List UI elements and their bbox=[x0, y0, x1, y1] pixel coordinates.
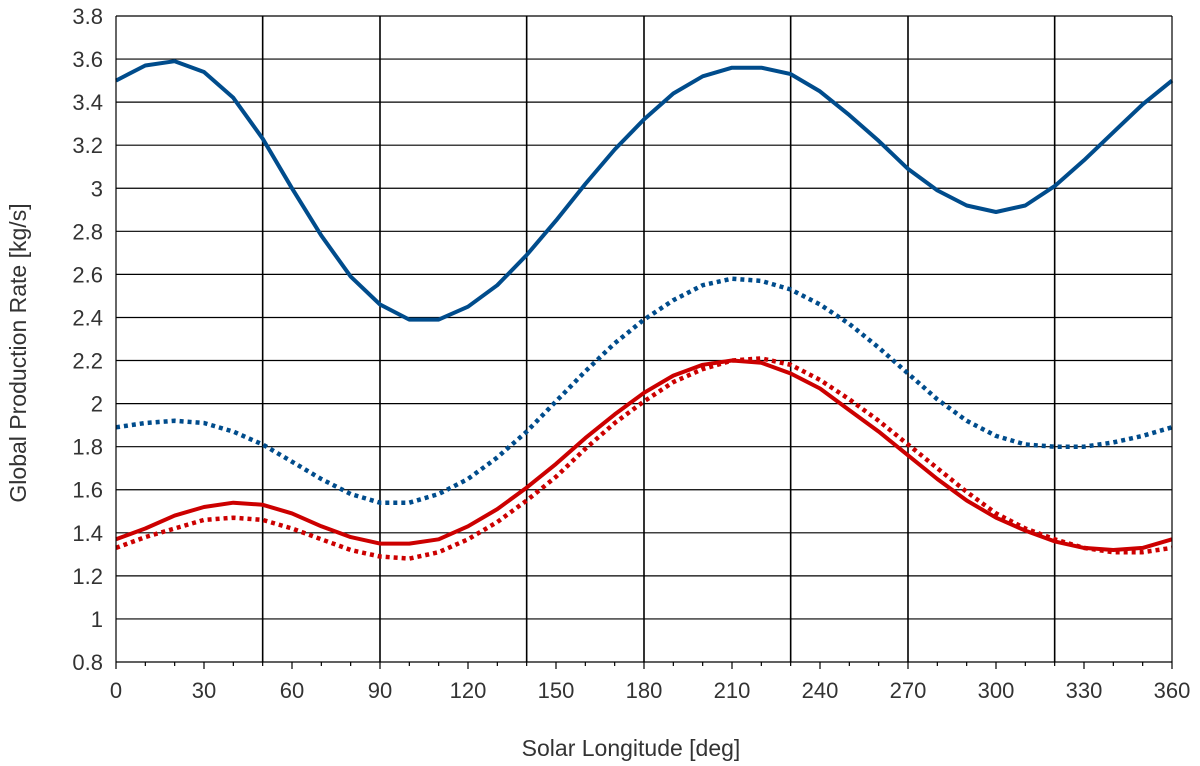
y-tick-label: 3.2 bbox=[72, 133, 103, 158]
y-tick-label: 2.2 bbox=[72, 349, 103, 374]
y-tick-label: 0.8 bbox=[72, 650, 103, 675]
y-tick-label: 2.6 bbox=[72, 262, 103, 287]
y-tick-label: 2.4 bbox=[72, 305, 103, 330]
series-line-3 bbox=[115, 358, 1173, 552]
x-tick-label: 210 bbox=[714, 678, 751, 703]
x-tick-label: 180 bbox=[626, 678, 663, 703]
x-tick-label: 300 bbox=[978, 678, 1015, 703]
vertical-marker-layer bbox=[261, 16, 1056, 662]
y-tick-label: 1 bbox=[91, 607, 103, 632]
x-tick-label: 120 bbox=[450, 678, 487, 703]
y-tick-label: 1.4 bbox=[72, 521, 103, 546]
y-tick-label-layer: 0.8 1 1.2 1.4 1.6 1.8 2 2.2 2.4 2.6 2.8 3 3.2 3.4 3.6 3… bbox=[72, 4, 103, 675]
x-tick-label: 240 bbox=[802, 678, 839, 703]
y-tick-label: 1.8 bbox=[72, 435, 103, 460]
x-tick-label: 150 bbox=[538, 678, 575, 703]
y-tick-label: 1.2 bbox=[72, 564, 103, 589]
series-line-1 bbox=[115, 59, 1174, 322]
y-tick-label: 3 bbox=[91, 176, 103, 201]
x-tick-label-layer: 0 30 60 90 120 150 180 210 240 270 300 330 360 bbox=[110, 678, 1190, 703]
y-axis-title: Global Production Rate [kg/s] bbox=[5, 203, 31, 502]
series-layer bbox=[115, 59, 1174, 561]
x-tick-label: 0 bbox=[110, 678, 122, 703]
x-tick-label: 90 bbox=[368, 678, 392, 703]
series-line-2 bbox=[115, 276, 1173, 505]
y-tick-label: 3.8 bbox=[72, 4, 103, 29]
x-tick-label: 270 bbox=[890, 678, 927, 703]
axis-layer bbox=[115, 16, 1173, 669]
x-tick-label: 360 bbox=[1154, 678, 1191, 703]
y-tick-label: 3.4 bbox=[72, 90, 103, 115]
y-tick-label: 2 bbox=[91, 392, 103, 417]
x-axis-title: Solar Longitude [deg] bbox=[522, 735, 741, 761]
y-tick-label: 1.6 bbox=[72, 478, 103, 503]
x-tick-label: 330 bbox=[1066, 678, 1103, 703]
y-tick-label: 3.6 bbox=[72, 47, 103, 72]
series-line-4 bbox=[115, 356, 1173, 561]
y-tick-label: 2.8 bbox=[72, 219, 103, 244]
x-tick-label: 30 bbox=[192, 678, 216, 703]
x-tick-label: 60 bbox=[280, 678, 304, 703]
